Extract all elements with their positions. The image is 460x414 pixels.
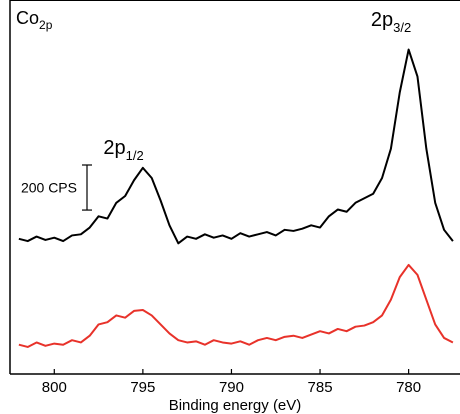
annotation-sub: 3/2 [393, 20, 411, 35]
data-line [18, 263, 454, 348]
scale-bar-label: 200 CPS [21, 180, 77, 196]
x-tick-label: 795 [130, 379, 155, 396]
chart-title: Co2p [16, 8, 53, 32]
peak-annotation: 2p1/2 [103, 137, 143, 163]
x-tick-label: 780 [396, 379, 421, 396]
x-tick-label: 800 [42, 379, 67, 396]
x-tick-label: 785 [308, 379, 333, 396]
data-line [18, 48, 454, 245]
peak-annotation: 2p3/2 [371, 9, 411, 35]
annotation-main: 2p [371, 9, 393, 31]
annotation-main: 2p [103, 137, 125, 159]
title-sub: 2p [39, 18, 53, 32]
annotation-sub: 1/2 [126, 148, 144, 163]
x-tick-label: 790 [219, 379, 244, 396]
title-main: Co [16, 8, 39, 28]
x-axis-label: Binding energy (eV) [169, 397, 302, 414]
